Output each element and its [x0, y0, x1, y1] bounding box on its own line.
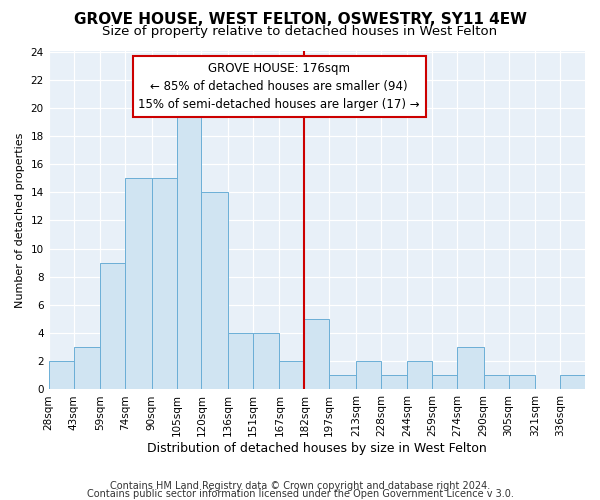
Bar: [329, 376, 356, 390]
Bar: [356, 362, 381, 390]
Bar: [560, 376, 585, 390]
Bar: [202, 192, 228, 390]
Bar: [100, 262, 125, 390]
Text: Contains HM Land Registry data © Crown copyright and database right 2024.: Contains HM Land Registry data © Crown c…: [110, 481, 490, 491]
Bar: [49, 362, 74, 390]
Bar: [432, 376, 457, 390]
Y-axis label: Number of detached properties: Number of detached properties: [15, 133, 25, 308]
Bar: [152, 178, 176, 390]
Text: Contains public sector information licensed under the Open Government Licence v : Contains public sector information licen…: [86, 489, 514, 499]
Text: GROVE HOUSE, WEST FELTON, OSWESTRY, SY11 4EW: GROVE HOUSE, WEST FELTON, OSWESTRY, SY11…: [74, 12, 527, 28]
Bar: [509, 376, 535, 390]
Bar: [228, 333, 253, 390]
X-axis label: Distribution of detached houses by size in West Felton: Distribution of detached houses by size …: [147, 442, 487, 455]
Bar: [457, 347, 484, 390]
Text: GROVE HOUSE: 176sqm
← 85% of detached houses are smaller (94)
15% of semi-detach: GROVE HOUSE: 176sqm ← 85% of detached ho…: [139, 62, 420, 110]
Bar: [381, 376, 407, 390]
Bar: [125, 178, 152, 390]
Bar: [253, 333, 280, 390]
Bar: [484, 376, 509, 390]
Text: Size of property relative to detached houses in West Felton: Size of property relative to detached ho…: [103, 25, 497, 38]
Bar: [407, 362, 432, 390]
Bar: [280, 362, 304, 390]
Bar: [304, 319, 329, 390]
Bar: [74, 347, 100, 390]
Bar: [176, 108, 202, 390]
